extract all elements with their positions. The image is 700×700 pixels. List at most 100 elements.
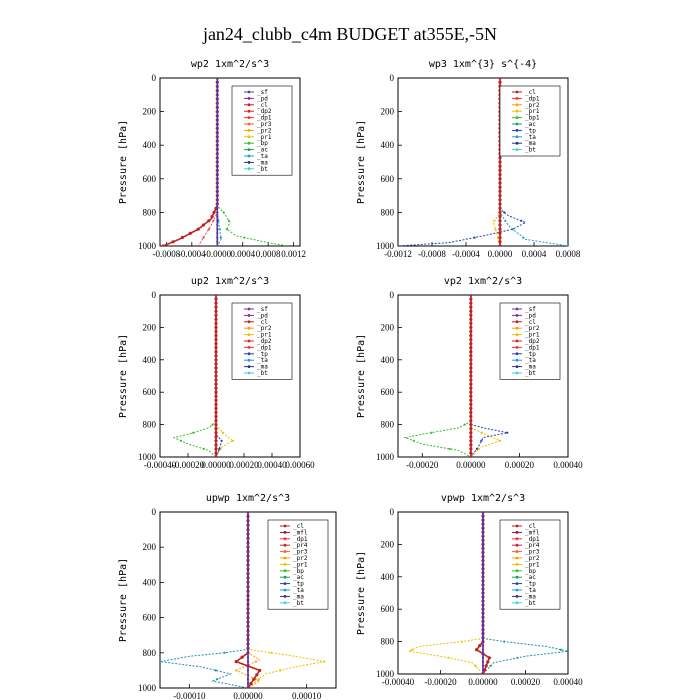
series-point-bt: [481, 668, 485, 672]
y-tick-label: 400: [143, 355, 157, 365]
legend-label: _pr2: [257, 325, 272, 332]
series-point-bt: [216, 144, 219, 147]
series-point-bt: [216, 78, 219, 80]
series-point-bt: [481, 640, 485, 643]
legend-label: _ac: [525, 121, 536, 128]
series-point-cl: [214, 321, 218, 325]
series-point-ac: [218, 228, 221, 231]
legend-label: _pr1: [525, 332, 540, 339]
series-point-bt: [216, 97, 219, 101]
series-point-bt: [216, 232, 219, 235]
series-point-cl: [469, 447, 473, 451]
series-point-bt: [481, 531, 485, 534]
series-point-bt: [246, 656, 250, 659]
series-point-cl: [469, 301, 473, 305]
legend-label: _tp: [257, 351, 268, 358]
series-point-cl: [498, 240, 502, 244]
series-point-dp2: [463, 423, 466, 426]
x-tick-label: 0.00000: [456, 460, 486, 470]
series-point-bt: [481, 539, 485, 542]
x-tick-label: 0.0000: [488, 249, 513, 259]
legend-marker: [515, 307, 519, 311]
legend-marker: [283, 556, 287, 560]
legend-label: _dp2: [257, 338, 272, 345]
series-point-cl: [469, 402, 473, 406]
series-point-cl: [469, 439, 473, 443]
series-point-cl: [484, 664, 488, 668]
series-point-bt: [216, 131, 219, 134]
series-group: [172, 295, 234, 457]
x-tick-label: -0.00020: [172, 460, 205, 470]
series-point-bt: [216, 102, 219, 105]
series-line-tp: [160, 512, 249, 688]
legend-marker: [515, 543, 519, 547]
series-point-cl: [214, 402, 218, 406]
legend-marker: [515, 109, 519, 113]
series-point-bt: [216, 219, 219, 222]
y-tick-label: 0: [390, 73, 395, 83]
legend-label: _dp1: [257, 115, 272, 122]
series-point-bt: [216, 135, 219, 138]
y-tick-label: 400: [381, 140, 395, 150]
x-tick-label: 0.0012: [281, 249, 306, 259]
series-point-bt: [481, 587, 485, 591]
y-tick-label: 800: [381, 637, 395, 647]
series-point-cl: [469, 414, 473, 419]
legend-label: _bt: [257, 166, 268, 173]
series-point-dp2: [211, 423, 214, 426]
series-point-bt: [246, 616, 250, 619]
legend-label: _pd: [257, 312, 268, 319]
legend-marker: [515, 314, 519, 317]
x-tick-label: 0.00020: [229, 460, 259, 470]
legend-marker: [247, 352, 251, 356]
y-tick-label: 0: [152, 290, 157, 300]
legend-label: _tp: [525, 351, 536, 358]
y-tick-label: 800: [143, 207, 157, 217]
series-point-cl: [214, 386, 218, 390]
series-point-bt: [216, 148, 219, 151]
legend-label: _dp1: [525, 536, 540, 543]
series-point-cl: [498, 215, 502, 219]
legend-label: _sf: [257, 306, 268, 313]
series-point-dp2: [448, 447, 451, 450]
series-point-cl: [161, 244, 165, 246]
legend-label: _cl: [525, 319, 536, 326]
legend-marker: [247, 326, 251, 330]
series-point-bt: [216, 202, 219, 206]
series-point-tp: [503, 640, 506, 643]
series-point-bt: [246, 612, 250, 615]
legend-label: _ac: [525, 574, 536, 581]
series-point-cl: [469, 305, 473, 309]
legend-label: _bp1: [525, 115, 540, 122]
x-tick-label: 0.00010: [292, 691, 322, 700]
series-point-ta: [511, 228, 514, 231]
series-point-cl: [469, 418, 473, 423]
legend-box: [499, 519, 561, 610]
series-point-tp: [559, 648, 563, 651]
legend-marker: [283, 537, 287, 541]
series-point-bt: [246, 686, 250, 688]
series-point-cl: [469, 329, 473, 334]
series-point-bt: [246, 594, 250, 597]
series-point-bp: [225, 228, 228, 231]
series-line-dp2: [172, 295, 217, 457]
legend-label: _bt: [257, 370, 268, 377]
legend-marker: [515, 569, 519, 573]
y-tick-label: 0: [390, 290, 395, 300]
series-point-cl: [469, 358, 473, 362]
series-line-pr1: [470, 295, 502, 457]
x-tick-label: -0.00020: [406, 460, 439, 470]
y-tick-label: 600: [143, 174, 157, 184]
legend-box: [267, 519, 329, 610]
series-point-bt: [216, 106, 219, 109]
legend-label: _pr3: [293, 549, 308, 556]
series-point-bt: [246, 512, 250, 514]
y-tick-label: 600: [381, 387, 395, 397]
y-tick-label: 600: [381, 174, 395, 184]
series-group: [403, 295, 509, 457]
series-point-cl: [188, 231, 192, 235]
series-point-cl: [214, 366, 218, 370]
y-tick-label: 800: [143, 648, 157, 658]
legend-label: _bt: [525, 147, 536, 154]
legend-label: _cl: [293, 523, 304, 530]
